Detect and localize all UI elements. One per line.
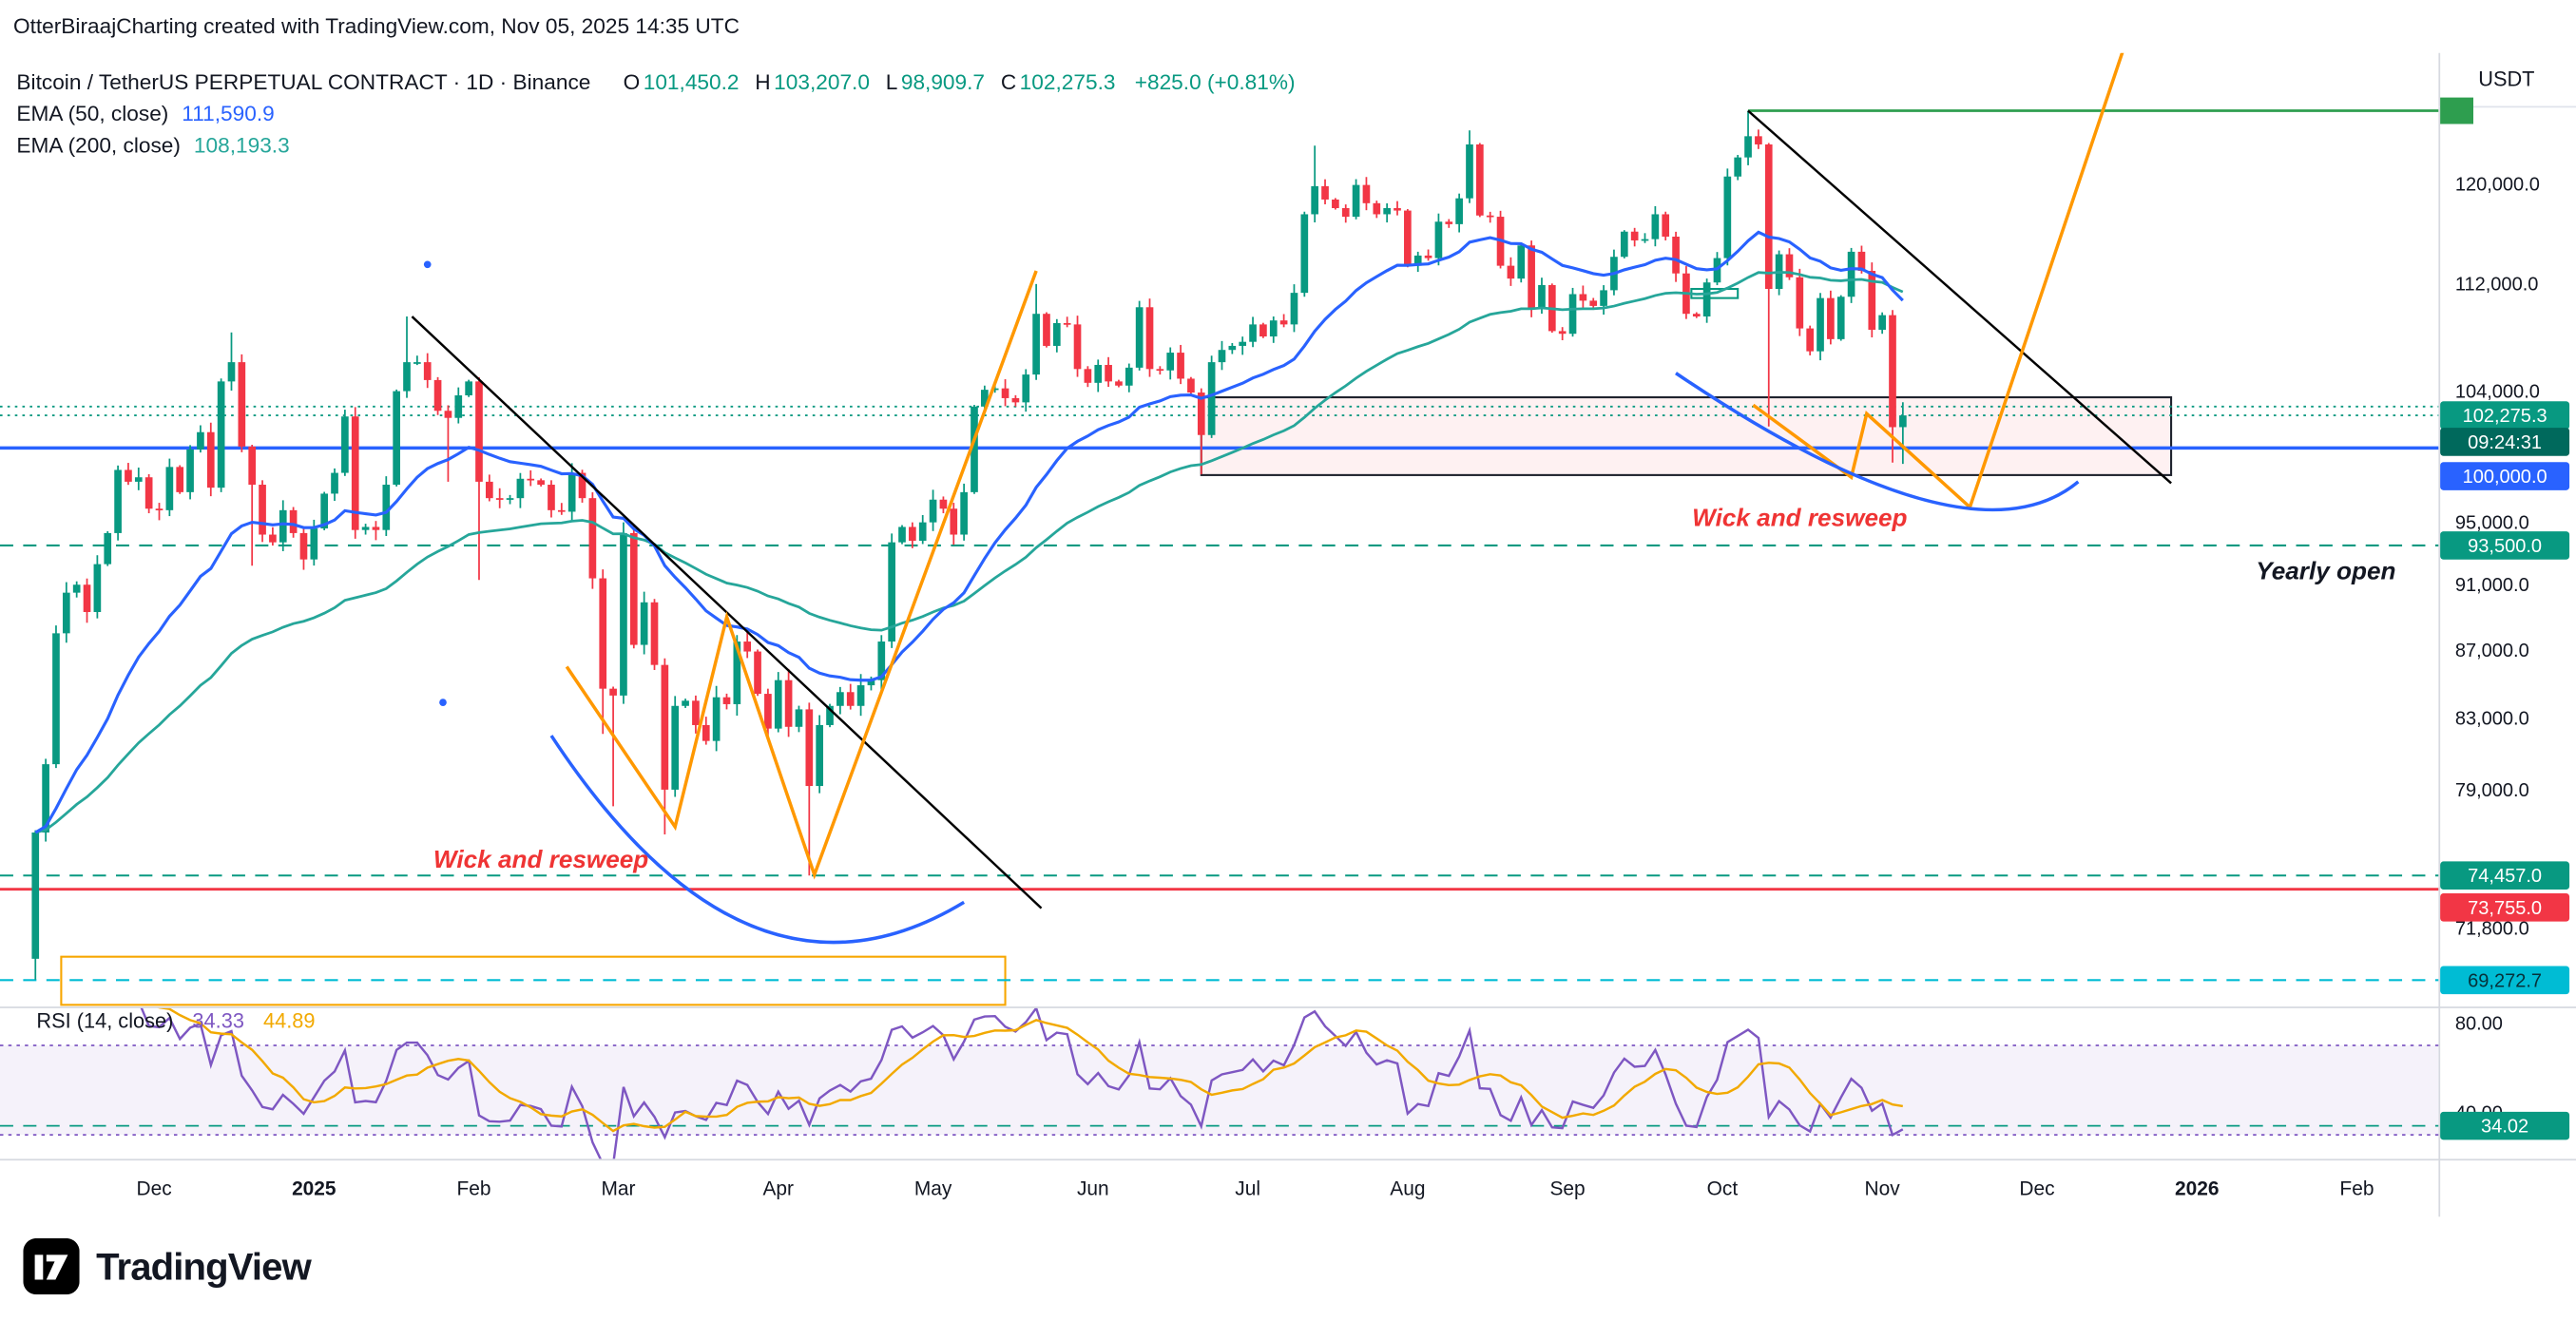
chart-watermark: OtterBiraajCharting created with Trading…	[12, 12, 740, 39]
price-badge	[2440, 861, 2570, 890]
rsi-pane[interactable]	[0, 993, 2439, 1165]
ema50-value: 111,590.9	[182, 101, 275, 126]
price-badge	[2440, 97, 2474, 124]
price-tick-label: 87,000.0	[2455, 641, 2529, 661]
time-tick-label: Mar	[602, 1178, 636, 1200]
price-pane[interactable]: Wick and resweep Wick and resweep Yearly o…	[0, 46, 2439, 1006]
price-tick-label: 91,000.0	[2455, 575, 2529, 596]
time-tick-label: Apr	[762, 1178, 794, 1200]
price-tick-label: 104,000.0	[2455, 382, 2540, 403]
price-badge-label: 69,272.7	[2468, 970, 2542, 991]
rsi-tick-label: 80.00	[2455, 1013, 2503, 1034]
time-tick-label: Jul	[1235, 1178, 1260, 1200]
text-annotation[interactable]: Wick and resweep	[433, 845, 648, 873]
trendline-drawing[interactable]	[565, 270, 1038, 880]
rsi-line[interactable]	[107, 993, 1904, 1165]
ema-200-line[interactable]	[34, 271, 1904, 834]
ema50-label: EMA (50, close)	[16, 101, 169, 126]
time-tick-label: Nov	[1865, 1178, 1901, 1200]
time-tick-label: 2025	[292, 1178, 336, 1200]
time-tick-label: Feb	[2339, 1178, 2374, 1200]
trendline-drawing[interactable]	[1752, 46, 2124, 510]
candles[interactable]	[31, 110, 1907, 980]
ema-50-line[interactable]	[34, 230, 1904, 834]
price-badge	[2440, 966, 2570, 995]
tradingview-wordmark: TradingView	[96, 1244, 312, 1288]
high-label: H	[755, 69, 771, 95]
ema200-value: 108,193.3	[193, 132, 290, 158]
trendline-drawing[interactable]	[1747, 109, 2172, 485]
price-badge-label: 73,755.0	[2468, 898, 2542, 919]
legend-symbol-row[interactable]: Bitcoin / TetherUS PERPETUAL CONTRACT · …	[16, 67, 1295, 98]
price-tick-label: 79,000.0	[2455, 780, 2529, 801]
price-badge-label: 09:24:31	[2468, 432, 2542, 453]
open-value: 101,450.2	[643, 69, 740, 95]
rsi-ma-line[interactable]	[107, 995, 1903, 1133]
drawing-point[interactable]	[423, 260, 432, 269]
high-value: 103,207.0	[774, 69, 870, 95]
curve-drawing[interactable]	[1675, 372, 2080, 512]
rsi-ma-value: 44.89	[262, 1009, 316, 1033]
price-badge	[2440, 893, 2570, 922]
drawing-box[interactable]	[1200, 396, 2173, 476]
low-value: 98,909.7	[900, 69, 986, 95]
ema200-label: EMA (200, close)	[16, 132, 181, 158]
text-annotation[interactable]: Yearly open	[2256, 556, 2395, 584]
price-badge-label: 74,457.0	[2468, 866, 2542, 887]
price-tick-label: 71,800.0	[2455, 919, 2529, 940]
time-tick-label: Oct	[1707, 1178, 1739, 1200]
drawing-point[interactable]	[439, 699, 447, 706]
time-tick-label: Feb	[457, 1178, 491, 1200]
rsi-badge	[2440, 1111, 2570, 1140]
price-badge	[2440, 428, 2570, 456]
close-value: 102,275.3	[1019, 69, 1116, 95]
close-label: C	[1000, 69, 1017, 95]
price-tick-label: 83,000.0	[2455, 709, 2529, 730]
open-label: O	[623, 69, 641, 95]
time-tick-label: Dec	[2019, 1178, 2054, 1200]
time-tick-label: May	[914, 1178, 952, 1200]
time-tick-label: Dec	[136, 1178, 171, 1200]
price-badge	[2440, 462, 2570, 490]
price-badge-label: 102,275.3	[2463, 406, 2547, 427]
time-axis[interactable]: Dec 2025 Feb Mar Apr May Jun Jul Aug Sep Oct Nov Dec…	[0, 1158, 2576, 1200]
price-axis[interactable]: USDT120,000.0112,000.0104,000.095,000.09…	[2438, 52, 2576, 1217]
legend-ema200-row[interactable]: EMA (200, close) 108,193.3	[16, 129, 1295, 161]
text-annotation[interactable]: Wick and resweep	[1692, 504, 1907, 532]
legend-ema50-row[interactable]: EMA (50, close) 111,590.9	[16, 98, 1295, 129]
price-tick-label: 112,000.0	[2455, 275, 2539, 296]
price-change: +825.0 (+0.81%)	[1134, 69, 1296, 95]
axis-currency-label: USDT	[2478, 67, 2534, 91]
rsi-legend[interactable]: RSI (14, close) 34.33 44.89	[36, 1010, 328, 1033]
rsi-badge-label: 34.02	[2481, 1117, 2528, 1138]
rsi-value: 34.33	[192, 1009, 244, 1033]
price-badge-label: 100,000.0	[2463, 467, 2547, 488]
low-label: L	[885, 69, 898, 95]
time-tick-label: Sep	[1550, 1178, 1586, 1200]
time-tick-label: Aug	[1390, 1178, 1425, 1200]
price-tick-label: 120,000.0	[2455, 174, 2540, 195]
symbol-title[interactable]: Bitcoin / TetherUS PERPETUAL CONTRACT · …	[16, 69, 591, 95]
rsi-label: RSI (14, close)	[36, 1009, 174, 1033]
time-tick-label: 2026	[2175, 1178, 2219, 1200]
curve-drawing[interactable]	[549, 735, 966, 945]
price-badge-label: 93,500.0	[2468, 536, 2542, 557]
price-badge	[2440, 531, 2570, 560]
symbol-legend: Bitcoin / TetherUS PERPETUAL CONTRACT · …	[16, 67, 1295, 161]
tradingview-logo[interactable]: TradingView	[23, 1237, 312, 1295]
tradingview-mark-icon	[23, 1237, 80, 1295]
price-badge	[2440, 401, 2570, 430]
price-tick-label: 95,000.0	[2455, 513, 2529, 534]
time-tick-label: Jun	[1077, 1178, 1109, 1200]
